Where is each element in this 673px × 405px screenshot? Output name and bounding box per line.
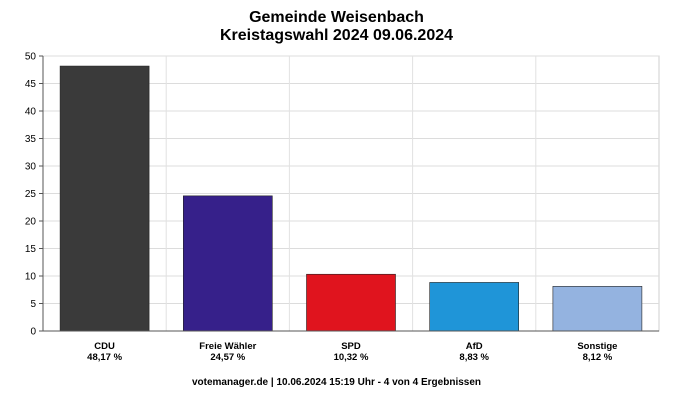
x-category-label: SPD bbox=[341, 341, 361, 352]
y-tick-label: 10 bbox=[25, 272, 37, 283]
y-tick-label: 30 bbox=[25, 162, 37, 173]
bar-value-label: 8,12 % bbox=[583, 352, 613, 363]
y-tick-label: 25 bbox=[25, 189, 37, 200]
x-category-label: Sonstige bbox=[577, 341, 617, 352]
bar-value-label: 24,57 % bbox=[210, 352, 245, 363]
y-tick-label: 5 bbox=[30, 299, 36, 310]
x-category-label: CDU bbox=[94, 341, 115, 352]
y-tick-label: 35 bbox=[25, 134, 37, 145]
chart-title: Gemeinde Weisenbach bbox=[249, 9, 424, 26]
bar-value-label: 10,32 % bbox=[334, 352, 369, 363]
bar bbox=[59, 65, 150, 332]
y-tick-label: 40 bbox=[25, 107, 37, 118]
bar-value-label: 48,17 % bbox=[87, 352, 122, 363]
bar bbox=[552, 286, 643, 332]
y-tick-label: 50 bbox=[25, 52, 37, 63]
bar bbox=[306, 273, 396, 332]
y-tick-label: 0 bbox=[30, 327, 36, 338]
x-category-label: Freie Wähler bbox=[199, 341, 256, 352]
bar-value-label: 8,83 % bbox=[459, 352, 489, 363]
bar bbox=[429, 282, 520, 332]
x-category-label: AfD bbox=[466, 341, 483, 352]
footer-source: votemanager.de | 10.06.2024 15:19 Uhr - … bbox=[191, 377, 482, 388]
bar bbox=[183, 195, 273, 332]
y-tick-label: 45 bbox=[25, 79, 37, 90]
y-tick-label: 20 bbox=[25, 217, 37, 228]
y-tick-label: 15 bbox=[25, 244, 37, 255]
chart-subtitle: Kreistagswahl 2024 09.06.2024 bbox=[219, 27, 454, 44]
